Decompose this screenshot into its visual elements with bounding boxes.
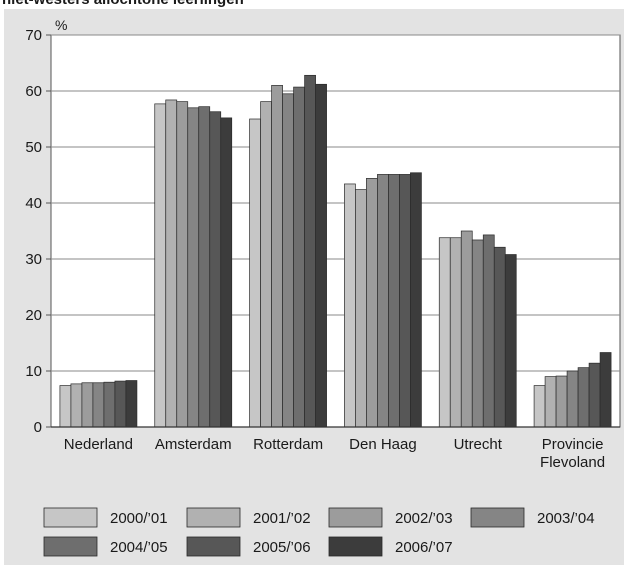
x-tick-label: Provincie bbox=[542, 436, 604, 453]
y-tick-label: 60 bbox=[25, 83, 42, 100]
legend-label: 2001/’02 bbox=[253, 510, 311, 527]
bar bbox=[544, 376, 557, 428]
chart-panel: 0 10 20 30 40 50 60 70% Nederland Amsterdam Rotte… bbox=[4, 9, 624, 565]
bar bbox=[555, 375, 568, 428]
bar bbox=[577, 367, 590, 428]
bar bbox=[81, 382, 94, 428]
legend-item: 2004/’05 bbox=[43, 536, 168, 557]
legend-label: 2006/’07 bbox=[395, 539, 453, 556]
x-tick-label: Flevoland bbox=[540, 454, 605, 471]
legend-label: 2004/’05 bbox=[110, 539, 168, 556]
bar bbox=[59, 385, 72, 428]
y-tick-label: 40 bbox=[25, 195, 42, 212]
bar bbox=[388, 174, 400, 428]
bar bbox=[460, 230, 473, 428]
legend-swatch bbox=[328, 507, 383, 528]
bar bbox=[366, 178, 378, 428]
bars bbox=[59, 74, 612, 428]
y-axis-label: % bbox=[55, 17, 67, 33]
bar bbox=[260, 101, 272, 428]
bar bbox=[165, 99, 178, 428]
bar bbox=[504, 254, 517, 428]
x-axis: Nederland Amsterdam Rotterdam Den Haag Utrec… bbox=[51, 426, 620, 471]
y-tick-label: 0 bbox=[34, 419, 42, 436]
legend-item: 2000/’01 bbox=[43, 507, 168, 528]
bar bbox=[293, 86, 305, 428]
bar bbox=[355, 189, 367, 428]
bar bbox=[92, 382, 105, 428]
legend-label: 2000/’01 bbox=[110, 510, 168, 527]
bar bbox=[410, 172, 422, 428]
plot-area bbox=[50, 34, 621, 428]
bar bbox=[471, 239, 484, 428]
bar bbox=[125, 380, 138, 428]
bar bbox=[209, 111, 222, 428]
bar bbox=[377, 174, 389, 428]
bar bbox=[566, 370, 579, 428]
legend-label: 2003/’04 bbox=[537, 510, 595, 527]
legend-swatch bbox=[328, 536, 383, 557]
y-tick-label: 20 bbox=[25, 307, 42, 324]
bar bbox=[176, 101, 189, 428]
bar bbox=[282, 93, 294, 428]
bar bbox=[154, 103, 167, 428]
legend: 2000/’01 2001/’02 2002/’03 2003/’04 2004/’05… bbox=[43, 507, 595, 557]
legend-item: 2001/’02 bbox=[186, 507, 311, 528]
bar bbox=[599, 352, 612, 428]
x-tick-label: Utrecht bbox=[454, 436, 503, 453]
x-tick-label: Rotterdam bbox=[253, 436, 323, 453]
bar bbox=[315, 83, 327, 428]
bar bbox=[220, 117, 233, 428]
bar bbox=[399, 174, 411, 428]
bar bbox=[249, 118, 261, 428]
x-tick-label: Amsterdam bbox=[155, 436, 232, 453]
bar bbox=[198, 106, 211, 428]
legend-swatch bbox=[43, 536, 98, 557]
bar bbox=[493, 246, 506, 428]
bar bbox=[187, 107, 200, 428]
y-tick-label: 50 bbox=[25, 139, 42, 156]
bar bbox=[533, 385, 546, 428]
legend-swatch bbox=[43, 507, 98, 528]
x-tick-label: Den Haag bbox=[349, 436, 417, 453]
bar bbox=[344, 183, 356, 428]
bar bbox=[103, 381, 116, 428]
bar bbox=[114, 380, 127, 428]
bar-chart: 0 10 20 30 40 50 60 70% Nederland Amsterdam Rotte… bbox=[25, 17, 621, 557]
bar bbox=[304, 74, 316, 428]
legend-item: 2006/’07 bbox=[328, 536, 453, 557]
legend-label: 2005/’06 bbox=[253, 539, 311, 556]
y-tick-label: 70 bbox=[25, 27, 42, 44]
bar bbox=[438, 237, 451, 428]
bar bbox=[70, 383, 83, 428]
legend-swatch bbox=[186, 536, 241, 557]
gridlines bbox=[50, 34, 621, 428]
legend-swatch bbox=[470, 507, 525, 528]
bar bbox=[271, 85, 283, 428]
legend-label: 2002/’03 bbox=[395, 510, 453, 527]
bar bbox=[449, 237, 462, 428]
page-title: niet-westers allochtone leerlingen bbox=[2, 0, 244, 8]
x-tick-label: Nederland bbox=[64, 436, 133, 453]
y-tick-label: 10 bbox=[25, 363, 42, 380]
bar bbox=[588, 362, 601, 428]
legend-item: 2003/’04 bbox=[470, 507, 595, 528]
y-tick-label: 30 bbox=[25, 251, 42, 268]
legend-swatch bbox=[186, 507, 241, 528]
bar bbox=[482, 234, 495, 428]
y-axis: 0 10 20 30 40 50 60 70% bbox=[25, 17, 67, 436]
legend-item: 2002/’03 bbox=[328, 507, 453, 528]
legend-item: 2005/’06 bbox=[186, 536, 311, 557]
